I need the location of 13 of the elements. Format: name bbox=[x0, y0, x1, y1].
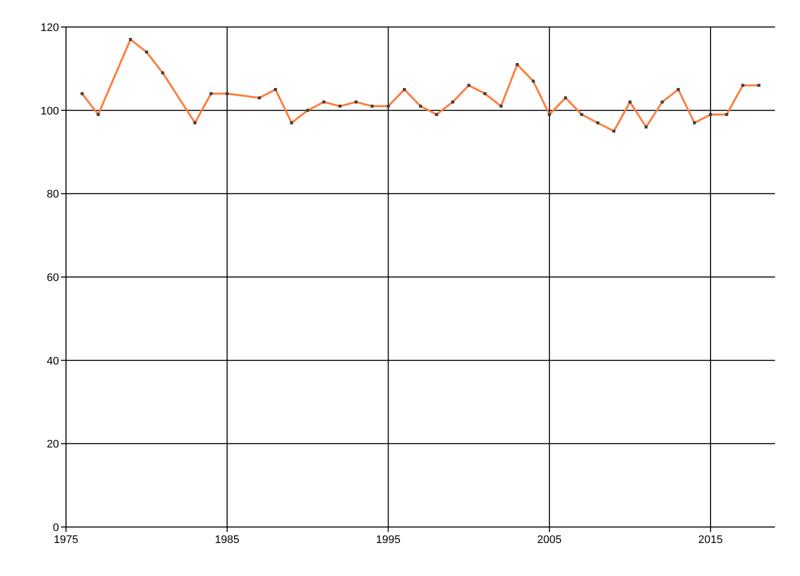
y-tick-label: 100 bbox=[40, 105, 59, 118]
x-tick-label: 2005 bbox=[537, 534, 562, 546]
line-series bbox=[80, 38, 760, 133]
y-tick-label: 0 bbox=[52, 522, 59, 534]
y-tick-label: 120 bbox=[40, 22, 59, 34]
y-tick-label: 40 bbox=[46, 355, 59, 368]
x-tick-label: 1995 bbox=[376, 534, 401, 546]
x-tick-label: 2015 bbox=[698, 534, 723, 546]
y-tick-label: 80 bbox=[46, 188, 59, 201]
y-tick-label: 60 bbox=[46, 272, 59, 284]
y-tick-label: 20 bbox=[46, 438, 59, 451]
x-tick-label: 1985 bbox=[214, 534, 240, 546]
x-tick-label: 1975 bbox=[54, 534, 78, 546]
